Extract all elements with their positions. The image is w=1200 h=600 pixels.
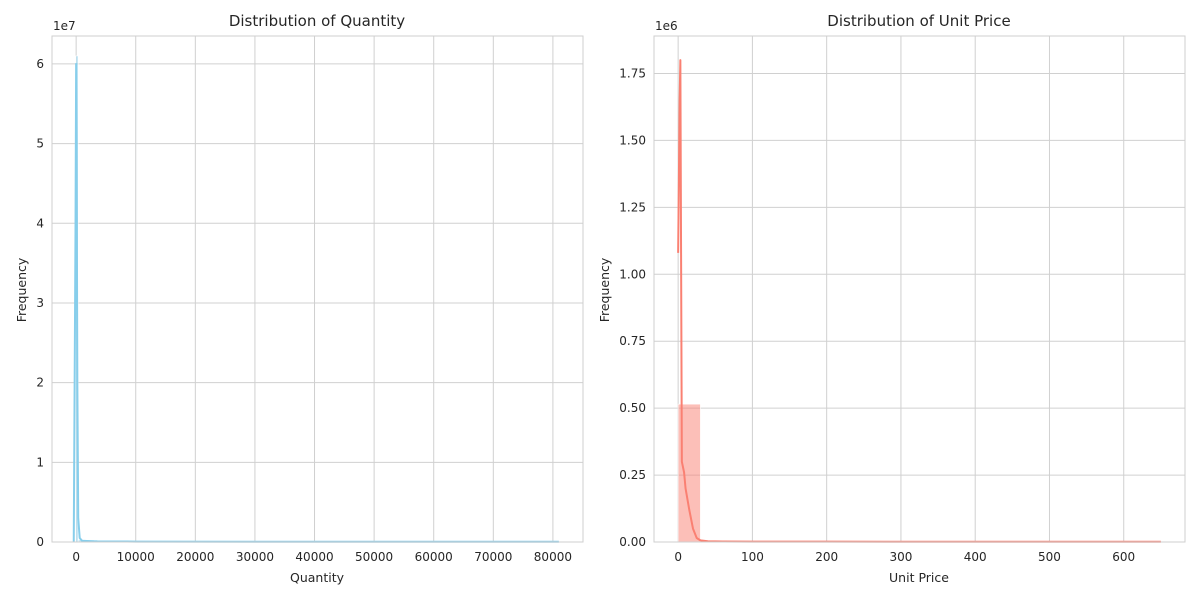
- quantity-chart: Distribution of Quantity 0 10000 20000 3000…: [14, 12, 584, 585]
- quantity-x-tick-label: 20000: [176, 550, 214, 564]
- unit-price-y-tick-label: 0.75: [619, 334, 646, 348]
- unit-price-bars: [677, 403, 1162, 543]
- unit-price-x-tick-label: 200: [815, 550, 838, 564]
- unit-price-y-tick-label: 1.50: [619, 133, 646, 147]
- unit-price-y-axis-label: Frequency: [597, 257, 612, 322]
- unit-price-chart-title: Distribution of Unit Price: [827, 12, 1010, 30]
- unit-price-x-tick-label: 600: [1112, 550, 1135, 564]
- quantity-y-tick-label: 3: [36, 296, 44, 310]
- unit-price-y-tick-label: 1.75: [619, 66, 646, 80]
- unit-price-y-tick-label: 0.00: [619, 535, 646, 549]
- unit-price-x-tick-label: 500: [1038, 550, 1061, 564]
- quantity-y-tick-label: 0: [36, 535, 44, 549]
- unit-price-x-tick-label: 100: [741, 550, 764, 564]
- quantity-x-ticks: 0 10000 20000 30000 40000 50000 60000 70000 8000…: [72, 550, 572, 564]
- quantity-x-tick-label: 0: [72, 550, 80, 564]
- unit-price-plot-frame: [653, 35, 1186, 543]
- unit-price-y-ticks: 0.00 0.25 0.50 0.75 1.00 1.25 1.50 1.75: [619, 66, 646, 549]
- unit-price-y-offset-label: 1e6: [655, 19, 678, 33]
- quantity-chart-title: Distribution of Quantity: [229, 12, 405, 30]
- quantity-x-tick-label: 60000: [415, 550, 453, 564]
- unit-price-x-tick-label: 0: [674, 550, 682, 564]
- quantity-y-tick-label: 2: [36, 376, 44, 390]
- unit-price-grid: [654, 36, 1185, 543]
- unit-price-y-tick-label: 1.25: [619, 200, 646, 214]
- quantity-y-tick-label: 6: [36, 57, 44, 71]
- unit-price-y-tick-label: 0.50: [619, 401, 646, 415]
- unit-price-x-tick-label: 300: [889, 550, 912, 564]
- quantity-y-ticks: 0 1 2 3 4 5 6: [36, 57, 44, 549]
- quantity-bars: [75, 55, 560, 543]
- quantity-grid: [52, 36, 583, 543]
- quantity-x-tick-label: 50000: [355, 550, 393, 564]
- quantity-y-offset-label: 1e7: [53, 19, 76, 33]
- quantity-x-axis-label: Quantity: [290, 570, 345, 585]
- quantity-x-tick-label: 70000: [474, 550, 512, 564]
- unit-price-y-tick-label: 1.00: [619, 267, 646, 281]
- quantity-y-tick-label: 1: [36, 455, 44, 469]
- unit-price-kde-line: [677, 59, 1161, 543]
- unit-price-x-ticks: 0 100 200 300 400 500 600: [674, 550, 1135, 564]
- unit-price-x-axis-label: Unit Price: [889, 570, 949, 585]
- quantity-plot-frame: [51, 35, 584, 543]
- quantity-y-tick-label: 5: [36, 137, 44, 151]
- unit-price-x-tick-label: 400: [964, 550, 987, 564]
- unit-price-y-tick-label: 0.25: [619, 468, 646, 482]
- quantity-x-tick-label: 30000: [236, 550, 274, 564]
- unit-price-kde: [677, 59, 1161, 543]
- quantity-y-axis-label: Frequency: [14, 257, 29, 322]
- quantity-x-tick-label: 40000: [295, 550, 333, 564]
- quantity-x-tick-label: 10000: [117, 550, 155, 564]
- quantity-y-tick-label: 4: [36, 216, 44, 230]
- unit-price-chart: Distribution of Unit Price 0 100 200 300 400…: [597, 12, 1186, 585]
- quantity-x-tick-label: 80000: [534, 550, 572, 564]
